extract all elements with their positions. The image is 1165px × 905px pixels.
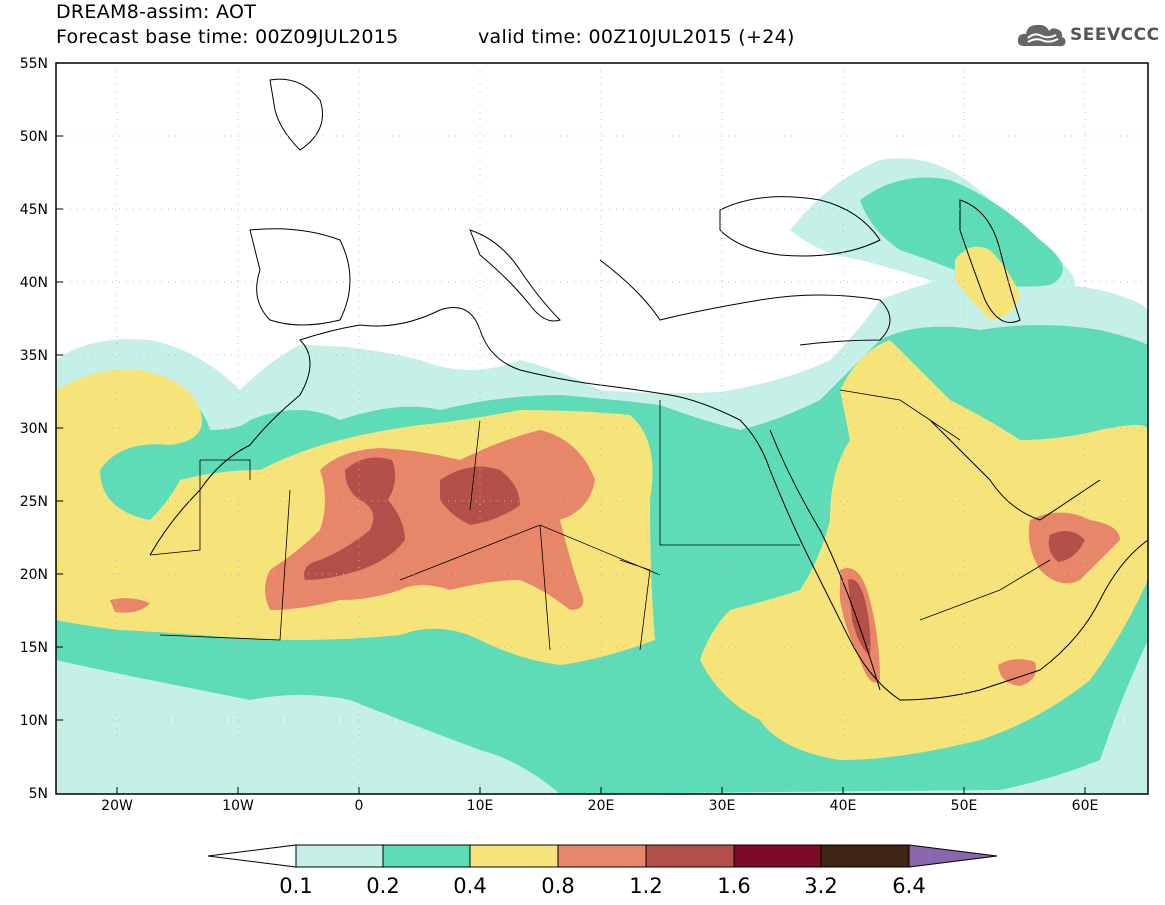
- aot-contour-1.2-central: [440, 466, 520, 525]
- colorbar-segment: [382, 844, 471, 868]
- colorbar-label: 3.2: [804, 874, 838, 898]
- forecast-base-time: Forecast base time: 00Z09JUL2015: [56, 26, 399, 48]
- colorbar-label: 0.4: [453, 874, 487, 898]
- lon-label: 0: [354, 798, 364, 814]
- aot-contour-1.2-arabia: [1048, 531, 1085, 562]
- colorbar-label: 6.4: [892, 874, 926, 898]
- aot-contour-0.8-yemen: [998, 659, 1036, 686]
- lat-label: 35N: [19, 348, 48, 364]
- grid-lines: [56, 63, 1148, 794]
- coastline-black-sea: [719, 196, 881, 257]
- colorbar-segment: [820, 844, 910, 868]
- aot-contour-1.2: [304, 457, 405, 580]
- lat-label: 40N: [19, 275, 48, 291]
- colorbar-segment-above: [908, 844, 998, 868]
- colorbar-label: 0.1: [279, 874, 313, 898]
- lat-label: 50N: [19, 129, 48, 145]
- coastline-europe-africa: [149, 307, 1148, 701]
- aot-contour-1.2-redsea: [848, 579, 871, 655]
- colorbar-label: 0.8: [541, 874, 575, 898]
- coastline-iberia: [249, 228, 351, 326]
- coastline-redsea: [769, 429, 881, 691]
- lon-label: 10E: [466, 798, 494, 814]
- coastline-italy: [469, 229, 561, 322]
- colorbar-segment: [469, 844, 559, 868]
- colorbar-segment-below: [207, 844, 297, 868]
- aot-contour-0.4-east: [700, 340, 1148, 760]
- lat-label: 25N: [19, 494, 48, 510]
- cloud-icon: [1017, 24, 1066, 47]
- aot-contour-0.2-caspian: [860, 177, 1063, 287]
- aot-contour-0.8-west: [110, 598, 150, 613]
- seevccc-logo: SEEVCCC: [1016, 18, 1160, 52]
- colorbar-segment: [295, 844, 384, 868]
- lat-label: 45N: [19, 202, 48, 218]
- coastline-uk: [269, 78, 323, 151]
- colorbar-label: 1.2: [629, 874, 663, 898]
- aot-field: [56, 63, 1148, 794]
- coastline-persian-gulf: [929, 419, 1101, 521]
- aot-contour-0.4-caspian: [955, 246, 1020, 320]
- lon-label: 20W: [101, 798, 133, 814]
- map-title: DREAM8-assim: AOT: [56, 1, 257, 23]
- lon-label: 50E: [950, 798, 978, 814]
- coastline-caspian: [959, 199, 1021, 323]
- logo-text: SEEVCCC: [1070, 25, 1160, 45]
- lat-label: 55N: [19, 56, 48, 72]
- lon-label: 10W: [222, 798, 254, 814]
- coastlines: [149, 78, 1148, 701]
- lat-label: 20N: [19, 567, 48, 583]
- lat-label: 30N: [19, 421, 48, 437]
- colorbar-segment: [557, 844, 647, 868]
- axis-ticks: [56, 135, 1086, 794]
- colorbar-label: 1.6: [717, 874, 751, 898]
- lon-label: 40E: [829, 798, 857, 814]
- colorbar-segment: [645, 844, 735, 868]
- lon-label: 60E: [1071, 798, 1099, 814]
- lon-label: 30E: [708, 798, 736, 814]
- colorbar: [207, 844, 998, 868]
- colorbar-label: 0.2: [366, 874, 400, 898]
- valid-time: valid time: 00Z10JUL2015 (+24): [478, 26, 795, 48]
- lat-label: 15N: [19, 640, 48, 656]
- colorbar-segment: [733, 844, 822, 868]
- lat-label: 5N: [28, 786, 48, 802]
- lon-label: 20E: [587, 798, 615, 814]
- lat-label: 10N: [19, 713, 48, 729]
- coastline-greece-turkey: [599, 259, 891, 346]
- border-lines: [149, 389, 1051, 651]
